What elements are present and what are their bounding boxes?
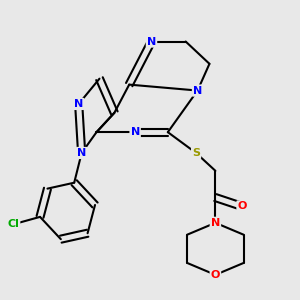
Text: N: N [147,37,156,46]
Text: O: O [238,202,247,212]
Text: N: N [74,99,83,109]
Text: O: O [211,270,220,280]
Text: N: N [130,127,140,137]
Text: Cl: Cl [7,219,19,229]
Text: S: S [192,148,200,158]
Text: N: N [193,85,202,96]
Text: N: N [77,148,86,158]
Text: N: N [211,218,220,228]
